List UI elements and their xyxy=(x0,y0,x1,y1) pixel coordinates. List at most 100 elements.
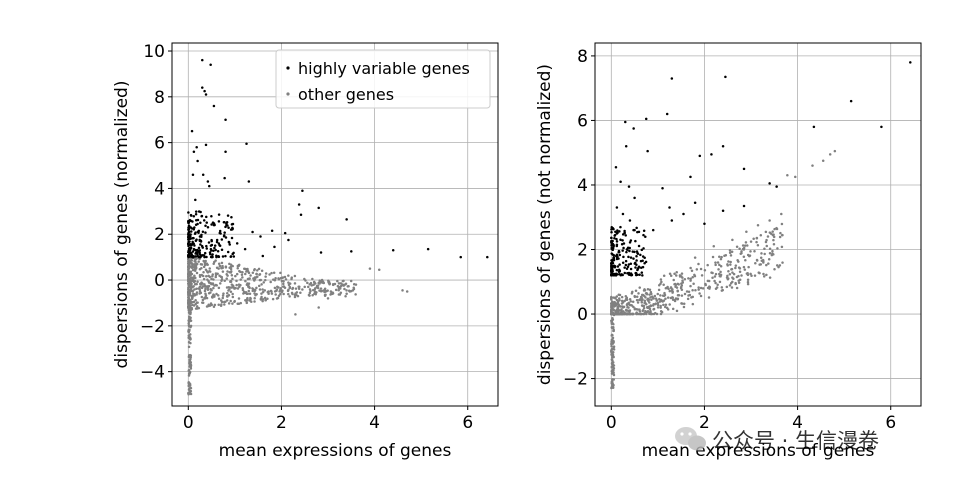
other-gene-point xyxy=(188,360,192,363)
other-gene-point xyxy=(198,257,201,261)
other-gene-point xyxy=(274,293,277,296)
other-gene-point xyxy=(236,266,239,270)
other-gene-point xyxy=(210,277,213,281)
other-gene-point xyxy=(611,378,614,381)
other-gene-point xyxy=(772,235,776,239)
other-gene-point xyxy=(727,277,730,280)
hvg-point xyxy=(612,243,615,247)
other-gene-point xyxy=(632,305,635,309)
other-gene-point xyxy=(315,291,318,294)
other-gene-point xyxy=(228,288,231,291)
hvg-point xyxy=(628,241,632,244)
other-gene-point xyxy=(643,288,646,291)
other-gene-point xyxy=(742,265,746,269)
other-gene-point xyxy=(283,275,287,279)
other-gene-point xyxy=(698,292,701,295)
other-gene-point xyxy=(199,263,203,266)
hvg-point xyxy=(224,225,227,229)
hvg-point xyxy=(721,209,725,213)
other-gene-point xyxy=(205,274,208,278)
other-gene-point xyxy=(196,307,199,310)
hvg-point xyxy=(199,221,202,224)
hvg-point xyxy=(211,253,214,256)
other-gene-point xyxy=(719,273,723,277)
other-gene-point xyxy=(611,380,614,383)
other-gene-point xyxy=(331,282,335,286)
hvg-point xyxy=(624,120,627,124)
hvg-point xyxy=(610,239,613,243)
hvg-point xyxy=(642,233,645,237)
other-gene-point xyxy=(794,175,797,179)
other-gene-point xyxy=(253,297,256,300)
hvg-point xyxy=(629,274,633,277)
hvg-point xyxy=(200,214,204,218)
other-gene-point xyxy=(311,294,314,297)
other-gene-point xyxy=(768,247,772,251)
hvg-point xyxy=(849,99,853,103)
legend-label: other genes xyxy=(298,85,394,104)
hvg-point xyxy=(616,229,619,232)
other-gene-point xyxy=(777,265,780,269)
hvg-point xyxy=(191,220,194,223)
other-gene-point xyxy=(693,273,696,277)
other-gene-point xyxy=(610,305,613,309)
hvg-point xyxy=(270,229,274,233)
x-tick-label: 2 xyxy=(699,413,710,433)
hvg-point xyxy=(206,225,210,229)
other-gene-point xyxy=(241,276,244,279)
other-gene-point xyxy=(767,262,770,265)
hvg-point xyxy=(187,242,190,245)
other-gene-point xyxy=(341,279,345,283)
other-gene-point xyxy=(299,291,302,294)
other-gene-point xyxy=(231,284,235,287)
other-gene-point xyxy=(188,315,191,318)
y-tick-label: 8 xyxy=(154,88,165,108)
other-gene-point xyxy=(198,285,202,288)
hvg-point xyxy=(628,249,631,253)
hvg-point xyxy=(205,221,208,224)
other-gene-point xyxy=(643,294,646,298)
other-gene-point xyxy=(258,288,262,291)
other-gene-point xyxy=(349,279,353,283)
other-gene-point xyxy=(742,255,746,258)
hvg-point xyxy=(204,224,207,228)
other-gene-point xyxy=(256,275,259,278)
legend-marker xyxy=(286,66,290,70)
other-gene-point xyxy=(307,285,310,289)
other-gene-point xyxy=(247,289,251,293)
other-gene-point xyxy=(287,274,290,277)
other-gene-point xyxy=(692,282,695,285)
other-gene-point xyxy=(253,292,256,295)
other-gene-point xyxy=(195,291,199,294)
other-gene-point xyxy=(225,277,228,280)
other-gene-point xyxy=(712,245,716,248)
other-gene-point xyxy=(279,271,282,275)
other-gene-point xyxy=(640,293,644,297)
other-gene-point xyxy=(772,238,775,242)
other-gene-point xyxy=(676,290,679,293)
hvg-point xyxy=(486,255,489,259)
hvg-point xyxy=(230,236,234,240)
other-gene-point xyxy=(749,240,753,243)
other-gene-point xyxy=(270,271,273,275)
hvg-point xyxy=(624,234,627,237)
hvg-point xyxy=(229,255,233,258)
other-gene-point xyxy=(241,270,244,274)
hvg-point xyxy=(615,257,619,261)
other-gene-point xyxy=(778,235,782,239)
other-gene-point xyxy=(197,260,200,263)
other-gene-point xyxy=(656,303,660,307)
other-gene-point xyxy=(742,248,746,251)
other-gene-point xyxy=(729,254,733,257)
hvg-point xyxy=(625,248,629,251)
other-gene-point xyxy=(290,276,293,279)
other-gene-point xyxy=(341,283,344,286)
hvg-point xyxy=(209,63,212,67)
hvg-point xyxy=(641,259,644,263)
other-gene-point xyxy=(229,280,233,283)
other-gene-point xyxy=(746,244,749,247)
hvg-point xyxy=(625,250,628,254)
other-gene-point xyxy=(617,310,620,313)
hvg-point xyxy=(204,143,208,147)
other-gene-point xyxy=(229,286,233,289)
